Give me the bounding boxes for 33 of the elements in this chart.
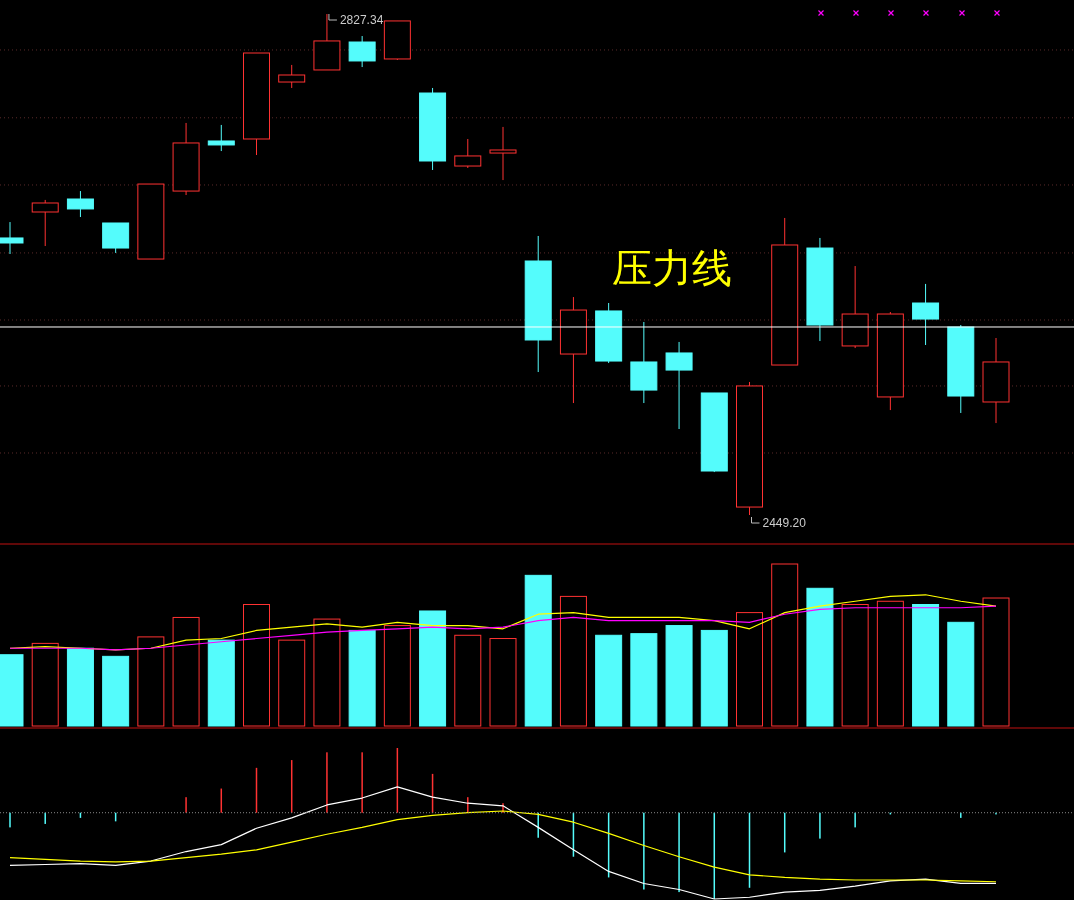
- bar: [243, 604, 270, 727]
- bar: [524, 574, 552, 727]
- bar: [736, 612, 763, 727]
- bar: [207, 639, 235, 727]
- bar: [31, 642, 59, 727]
- bar: [66, 647, 94, 727]
- bar: [383, 625, 411, 727]
- bar: [876, 600, 904, 727]
- bar: [700, 629, 728, 727]
- bar: [137, 636, 165, 727]
- bar: [982, 597, 1010, 727]
- bar: [348, 629, 376, 727]
- bar: [595, 634, 623, 727]
- bar: [806, 587, 834, 727]
- bar: [665, 625, 693, 727]
- bar: [454, 634, 482, 727]
- bar: [630, 633, 658, 727]
- bar: [278, 639, 306, 727]
- text: 2449.20: [762, 516, 807, 530]
- candlestick: [207, 124, 235, 152]
- bar: [419, 610, 447, 727]
- annotation: 2827.34: [339, 13, 384, 27]
- bar: [172, 616, 200, 727]
- bar: [771, 563, 799, 727]
- ref-line-label: 压力线: [612, 246, 732, 291]
- bar: [313, 618, 341, 727]
- bar: [559, 595, 587, 727]
- bar: [489, 638, 517, 727]
- candlestick: [489, 126, 517, 181]
- bar: [102, 655, 130, 727]
- bar: [912, 604, 940, 727]
- bar: [947, 621, 975, 727]
- bar: [841, 604, 869, 727]
